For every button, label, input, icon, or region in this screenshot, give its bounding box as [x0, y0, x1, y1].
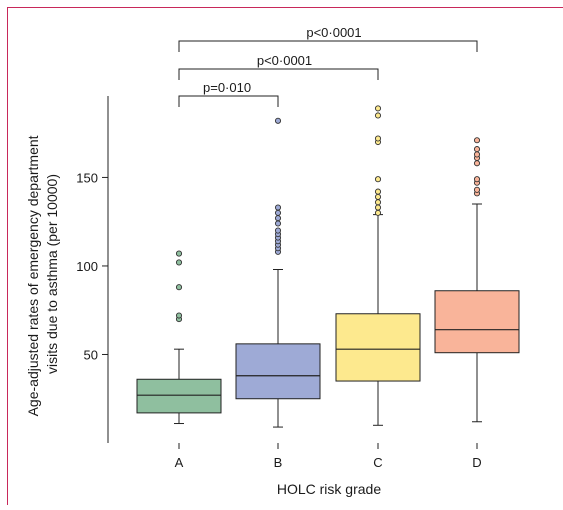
- figure-frame-top: [7, 7, 563, 8]
- x-tick-label-A: A: [175, 455, 184, 470]
- p-value-label-A-B: p=0·010: [203, 80, 251, 95]
- outlier-A-2: [175, 284, 183, 291]
- outlier-C-5: [374, 176, 382, 183]
- box-B: [235, 343, 321, 400]
- bracket-A-C: [178, 68, 379, 80]
- x-tick-label-C: C: [373, 455, 382, 470]
- y-tick-label-50: 50: [84, 347, 98, 362]
- outlier-D-1: [473, 186, 481, 193]
- y-axis-title-line-2: visits due to asthma (per 10000): [44, 174, 60, 374]
- y-tick-label-100: 100: [76, 259, 98, 274]
- box-group-B: [235, 117, 321, 428]
- outlier-C-8: [374, 112, 382, 119]
- outlier-B-10: [274, 204, 282, 211]
- comparison-brackets: p=0·010 p<0·0001 p<0·0001: [178, 25, 478, 107]
- outlier-C-4: [374, 188, 382, 195]
- box-group-A: [136, 250, 222, 425]
- p-value-label-A-C: p<0·0001: [257, 53, 312, 68]
- outlier-B-11: [274, 117, 282, 124]
- comparison-A-D: p<0·0001: [178, 25, 478, 52]
- outlier-C-7: [374, 135, 382, 142]
- outlier-C-0: [374, 209, 382, 216]
- outlier-C-3: [374, 193, 382, 200]
- figure-frame-left: [7, 7, 8, 505]
- boxes: [136, 105, 520, 428]
- comparison-A-C: p<0·0001: [178, 53, 379, 80]
- outlier-C-2: [374, 199, 382, 206]
- outlier-D-3: [473, 176, 481, 183]
- box-group-C: [335, 105, 421, 426]
- y-axis-title-line-1: Age-adjusted rates of emergency departme…: [25, 135, 41, 416]
- bracket-A-D: [178, 40, 478, 52]
- outlier-D-8: [473, 137, 481, 144]
- outlier-B-6: [274, 227, 282, 234]
- outlier-A-3: [175, 259, 183, 266]
- outlier-C-9: [374, 105, 382, 112]
- bracket-A-B: [178, 95, 279, 107]
- outlier-D-4: [473, 160, 481, 167]
- box-C: [335, 313, 421, 382]
- x-tick-label-D: D: [472, 455, 481, 470]
- outlier-C-1: [374, 204, 382, 211]
- outlier-B-9: [274, 209, 282, 216]
- x-axis-title: HOLC risk grade: [277, 481, 381, 497]
- box-D: [434, 290, 520, 354]
- outlier-D-6: [473, 151, 481, 158]
- y-tick-label-150: 150: [76, 170, 98, 185]
- box-group-D: [434, 137, 520, 423]
- outlier-B-8: [274, 215, 282, 222]
- p-value-label-A-D: p<0·0001: [306, 25, 361, 40]
- outlier-A-1: [175, 312, 183, 319]
- outlier-D-7: [473, 146, 481, 153]
- box-A: [136, 378, 222, 414]
- y-axis-title: Age-adjusted rates of emergency departme…: [25, 132, 60, 417]
- outlier-A-4: [175, 250, 183, 257]
- axes: 50 100 150 A B C D: [76, 96, 482, 470]
- comparison-A-B: p=0·010: [178, 80, 279, 107]
- outlier-B-7: [274, 220, 282, 227]
- x-tick-label-B: B: [274, 455, 283, 470]
